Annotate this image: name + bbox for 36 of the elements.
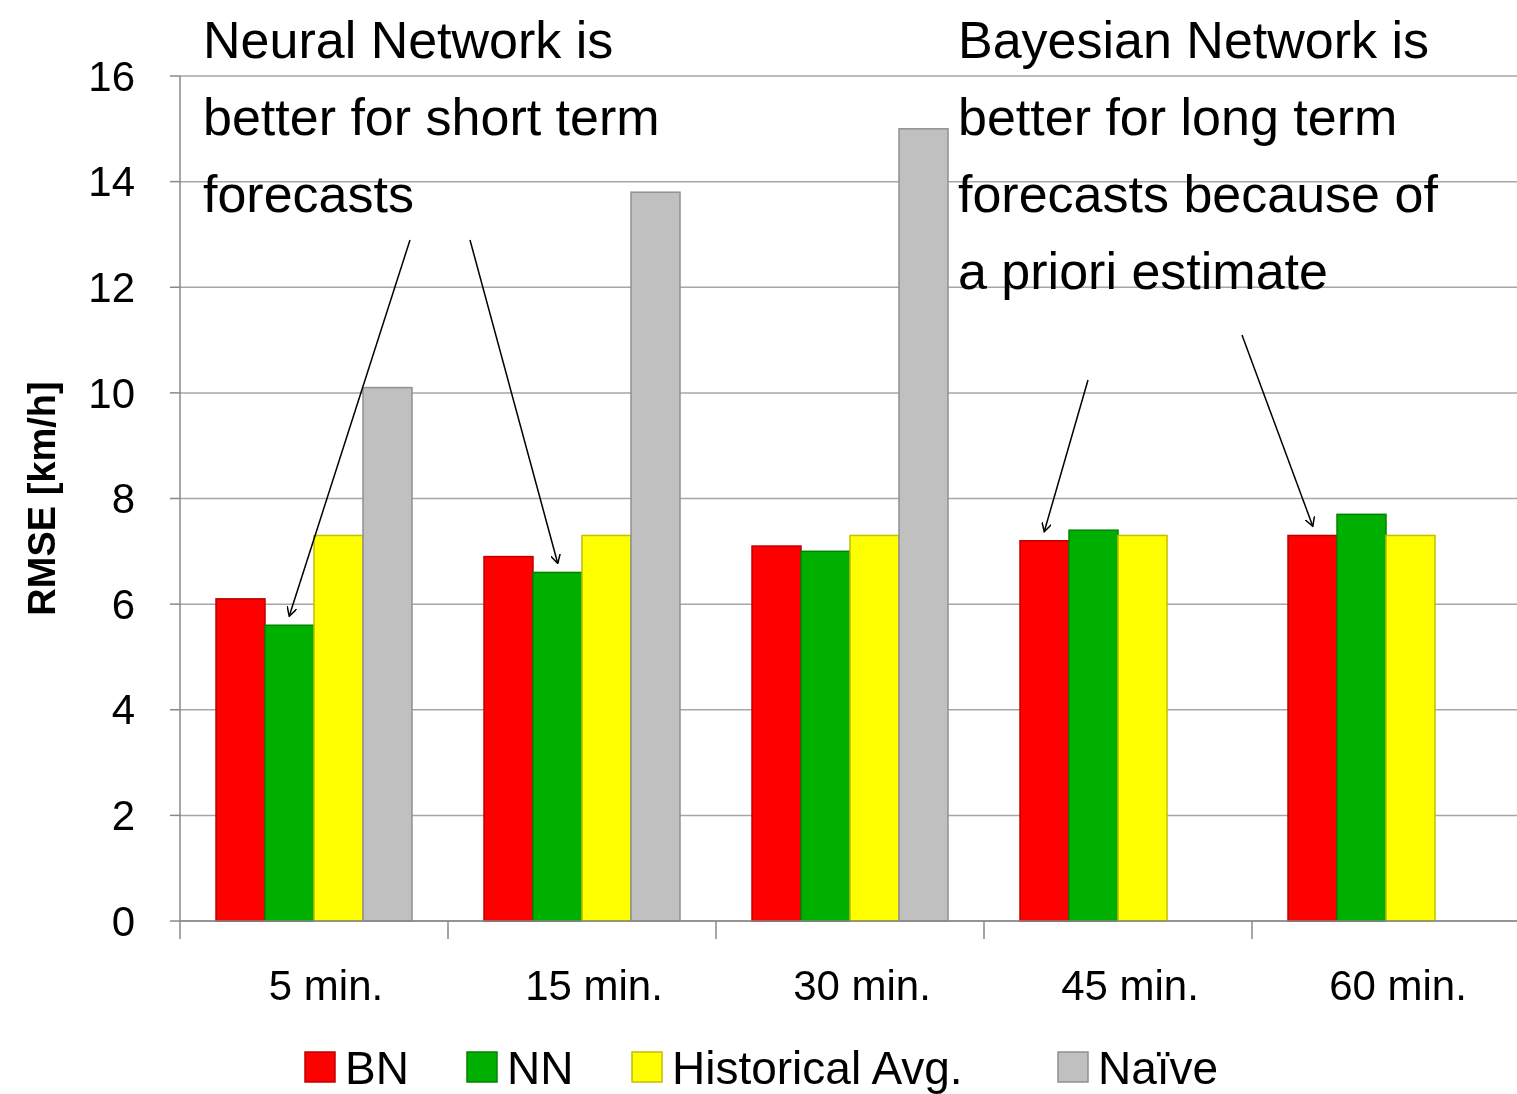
bar — [751, 545, 802, 922]
legend-label: NN — [507, 1042, 574, 1094]
bar — [581, 534, 632, 922]
x-tick-label: 60 min. — [1329, 962, 1467, 1009]
bar — [1117, 534, 1168, 922]
legend-label: BN — [345, 1042, 409, 1094]
bar — [532, 571, 583, 922]
bar — [1019, 540, 1070, 922]
bar — [215, 598, 266, 922]
bar — [1068, 529, 1119, 922]
bar — [1336, 513, 1387, 922]
bar — [483, 555, 534, 922]
legend-label: Historical Avg. — [672, 1042, 963, 1094]
y-tick-label: 16 — [88, 52, 135, 100]
bar — [849, 534, 900, 922]
x-tick-label: 45 min. — [1061, 962, 1199, 1009]
y-tick-label: 8 — [111, 475, 135, 523]
x-tick-label: 5 min. — [268, 962, 384, 1009]
bar — [313, 534, 364, 922]
y-tick-label: 10 — [88, 369, 135, 417]
y-tick-label: 0 — [111, 897, 135, 945]
y-tick-label: 2 — [111, 792, 135, 840]
annotation: Bayesian Network is better for long term forecasts because of a priori estimate — [958, 11, 1439, 300]
bar — [1287, 534, 1338, 922]
y-tick-label: 14 — [88, 158, 135, 206]
bar — [800, 550, 851, 922]
bar — [264, 624, 315, 922]
y-tick-label: 4 — [111, 686, 135, 734]
y-tick-label: 12 — [88, 263, 135, 311]
x-tick-label: 30 min. — [793, 962, 931, 1009]
bar — [1385, 534, 1436, 922]
x-tick-label: 15 min. — [525, 962, 663, 1009]
annotation: Neural Network is better for short term forecasts — [203, 11, 660, 223]
y-axis-title: RMSE [km/h] — [21, 381, 63, 616]
y-tick-label: 6 — [111, 580, 135, 628]
legend-label: Naïve — [1098, 1042, 1219, 1094]
